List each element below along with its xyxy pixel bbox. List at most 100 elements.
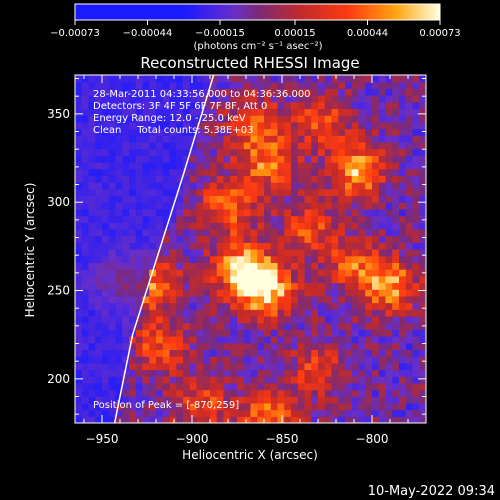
- heatmap-cell: [216, 155, 225, 163]
- heatmap-cell: [169, 195, 177, 203]
- heatmap-cell: [365, 121, 373, 130]
- heatmap-cell: [345, 202, 353, 210]
- heatmap-cell: [189, 215, 198, 223]
- heatmap-cell: [102, 336, 110, 344]
- heatmap-cell: [230, 215, 238, 223]
- x-axis-label: Heliocentric X (arcsec): [182, 448, 318, 462]
- heatmap-cell: [324, 336, 333, 344]
- heatmap-cell: [223, 329, 231, 337]
- heatmap-cell: [277, 295, 285, 304]
- heatmap-cell: [338, 88, 346, 96]
- heatmap-cell: [183, 275, 191, 284]
- heatmap-cell: [311, 356, 319, 364]
- heatmap-cell: [250, 115, 258, 123]
- heatmap-cell: [122, 409, 130, 417]
- heatmap-cell: [156, 115, 164, 123]
- heatmap-cell: [176, 295, 184, 304]
- heatmap-cell: [385, 396, 393, 404]
- heatmap-cell: [230, 188, 238, 197]
- heatmap-cell: [203, 336, 211, 344]
- heatmap-cell: [122, 289, 130, 297]
- heatmap-cell: [318, 262, 326, 270]
- heatmap-cell: [304, 228, 312, 237]
- heatmap-cell: [169, 396, 177, 404]
- heatmap-cell: [162, 175, 171, 183]
- heatmap-cell: [392, 282, 400, 290]
- heatmap-cell: [311, 222, 319, 230]
- heatmap-cell: [392, 329, 400, 337]
- heatmap-cell: [257, 275, 265, 284]
- heatmap-cell: [149, 289, 157, 297]
- heatmap-cell: [378, 409, 387, 417]
- heatmap-cell: [264, 215, 272, 223]
- heatmap-cell: [284, 121, 292, 130]
- heatmap-cell: [324, 269, 333, 277]
- heatmap-cell: [318, 349, 326, 357]
- heatmap-cell: [169, 262, 177, 270]
- heatmap-cell: [419, 182, 426, 190]
- heatmap-cell: [135, 88, 144, 96]
- heatmap-cell: [108, 208, 117, 217]
- heatmap-cell: [338, 208, 346, 217]
- heatmap-cell: [324, 289, 333, 297]
- heatmap-cell: [237, 389, 245, 397]
- heatmap-cell: [331, 416, 339, 423]
- heatmap-cell: [257, 182, 265, 190]
- heatmap-cell: [351, 322, 360, 330]
- heatmap-cell: [115, 289, 123, 297]
- heatmap-cell: [75, 342, 83, 350]
- heatmap-cell: [358, 309, 366, 317]
- heatmap-cell: [270, 135, 279, 143]
- heatmap-cell: [189, 396, 198, 404]
- heatmap-cell: [129, 249, 137, 257]
- heatmap-cell: [419, 409, 426, 417]
- heatmap-cell: [122, 309, 130, 317]
- heatmap-cell: [405, 135, 414, 143]
- heatmap-cell: [88, 289, 96, 297]
- heatmap-cell: [122, 329, 130, 337]
- heatmap-cell: [129, 295, 137, 304]
- heatmap-cell: [419, 356, 426, 364]
- heatmap-cell: [257, 215, 265, 223]
- heatmap-cell: [169, 135, 177, 143]
- heatmap-cell: [257, 168, 265, 176]
- heatmap-cell: [284, 255, 292, 263]
- heatmap-cell: [264, 88, 272, 96]
- heatmap-cell: [183, 75, 191, 83]
- heatmap-cell: [277, 155, 285, 163]
- heatmap-cell: [412, 202, 420, 210]
- heatmap-cell: [365, 329, 373, 337]
- heatmap-cell: [372, 275, 380, 284]
- heatmap-cell: [176, 95, 184, 103]
- heatmap-cell: [405, 409, 414, 417]
- heatmap-cell: [142, 362, 150, 371]
- heatmap-cell: [156, 389, 164, 397]
- heatmap-cell: [108, 135, 117, 143]
- heatmap-cell: [108, 376, 117, 384]
- heatmap-cell: [318, 141, 326, 150]
- heatmap-cell: [237, 162, 245, 170]
- heatmap-cell: [230, 342, 238, 350]
- heatmap-cell: [81, 128, 90, 136]
- heatmap-cell: [142, 155, 150, 163]
- heatmap-cell: [405, 249, 414, 257]
- heatmap-cell: [385, 295, 393, 304]
- heatmap-cell: [277, 95, 285, 103]
- heatmap-cell: [189, 88, 198, 96]
- heatmap-cell: [88, 336, 96, 344]
- heatmap-cell: [372, 148, 380, 156]
- heatmap-cell: [372, 329, 380, 337]
- heatmap-cell: [392, 389, 400, 397]
- heatmap-cell: [196, 356, 204, 364]
- heatmap-cell: [277, 369, 285, 377]
- heatmap-cell: [264, 235, 272, 243]
- heatmap-cell: [142, 396, 150, 404]
- heatmap-cell: [237, 255, 245, 263]
- heatmap-cell: [203, 289, 211, 297]
- heatmap-cell: [156, 148, 164, 156]
- heatmap-cell: [122, 269, 130, 277]
- heatmap-cell: [183, 175, 191, 183]
- heatmap-cell: [257, 409, 265, 417]
- heatmap-cell: [183, 342, 191, 350]
- y-tick-label: 200: [47, 372, 70, 386]
